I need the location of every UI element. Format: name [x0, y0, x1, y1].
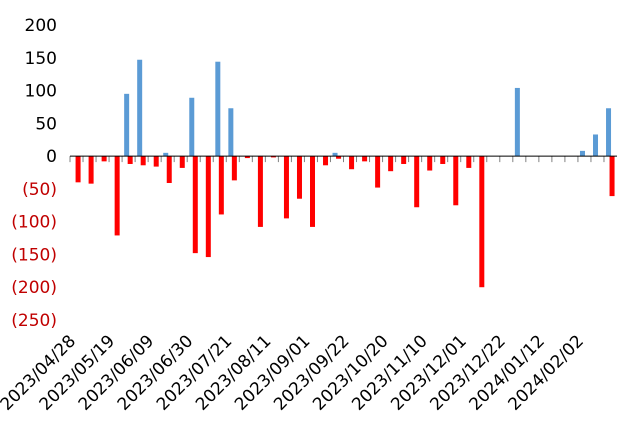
- bar-positive: [124, 93, 130, 157]
- bar-negative: [388, 156, 394, 172]
- bar-negative: [466, 156, 472, 168]
- bar-positive: [215, 61, 221, 157]
- bar-negative: [127, 156, 133, 164]
- bar-positive: [579, 150, 585, 157]
- bar-negative: [153, 156, 159, 167]
- bar-negative: [427, 156, 433, 171]
- y-tick-label: 50: [35, 114, 57, 134]
- bar-negative: [375, 156, 381, 188]
- y-tick-label: (100): [11, 213, 57, 233]
- bars: [75, 59, 615, 288]
- bar-negative: [362, 156, 368, 162]
- bar-negative: [283, 156, 289, 219]
- y-tick-label: 0: [46, 147, 57, 167]
- bar-negative: [88, 156, 94, 184]
- bar-negative: [75, 156, 81, 183]
- bar-negative: [205, 156, 211, 258]
- bar-positive: [593, 134, 599, 157]
- bar-negative: [192, 156, 198, 254]
- bar-positive: [163, 152, 169, 157]
- bar-negative: [440, 156, 446, 164]
- y-tick-label: 100: [25, 82, 57, 102]
- y-tick-label: 200: [25, 16, 57, 36]
- y-tick-label: (200): [11, 278, 57, 298]
- bar-negative: [270, 156, 276, 158]
- y-tick-label: 150: [25, 49, 57, 69]
- bar-positive: [189, 97, 195, 157]
- bar-negative: [114, 156, 120, 236]
- y-axis-labels: 200 150 100 50 0 (50) (100) (150) (200) (250): [11, 16, 57, 331]
- bar-negative: [310, 156, 316, 227]
- bar-negative: [166, 156, 172, 183]
- bar-negative: [244, 156, 250, 159]
- bar-negative: [101, 156, 107, 162]
- x-axis-labels: 2023/04/282023/05/192023/06/092023/06/30…: [0, 331, 588, 414]
- bar-positive: [514, 87, 520, 157]
- bar-negative: [479, 156, 485, 288]
- bar-negative: [323, 156, 329, 166]
- bar-negative: [336, 156, 342, 159]
- category-tick-marks: [69, 156, 605, 163]
- bar-negative: [296, 156, 302, 199]
- bar-negative: [179, 156, 185, 168]
- bar-positive: [137, 59, 143, 157]
- bar-negative: [609, 156, 615, 197]
- bar-positive: [228, 108, 234, 157]
- bar-negative: [453, 156, 459, 206]
- bar-negative: [414, 156, 420, 208]
- bar-negative: [231, 156, 237, 181]
- y-tick-label: (50): [22, 180, 57, 200]
- y-tick-label: (250): [11, 311, 57, 331]
- bar-positive: [332, 152, 338, 157]
- bar-negative: [257, 156, 263, 227]
- bar-positive: [606, 108, 612, 157]
- bar-negative: [401, 156, 407, 164]
- bar-negative: [218, 156, 224, 215]
- bar-negative: [349, 156, 355, 170]
- y-tick-label: (150): [11, 245, 57, 265]
- bar-negative: [140, 156, 146, 166]
